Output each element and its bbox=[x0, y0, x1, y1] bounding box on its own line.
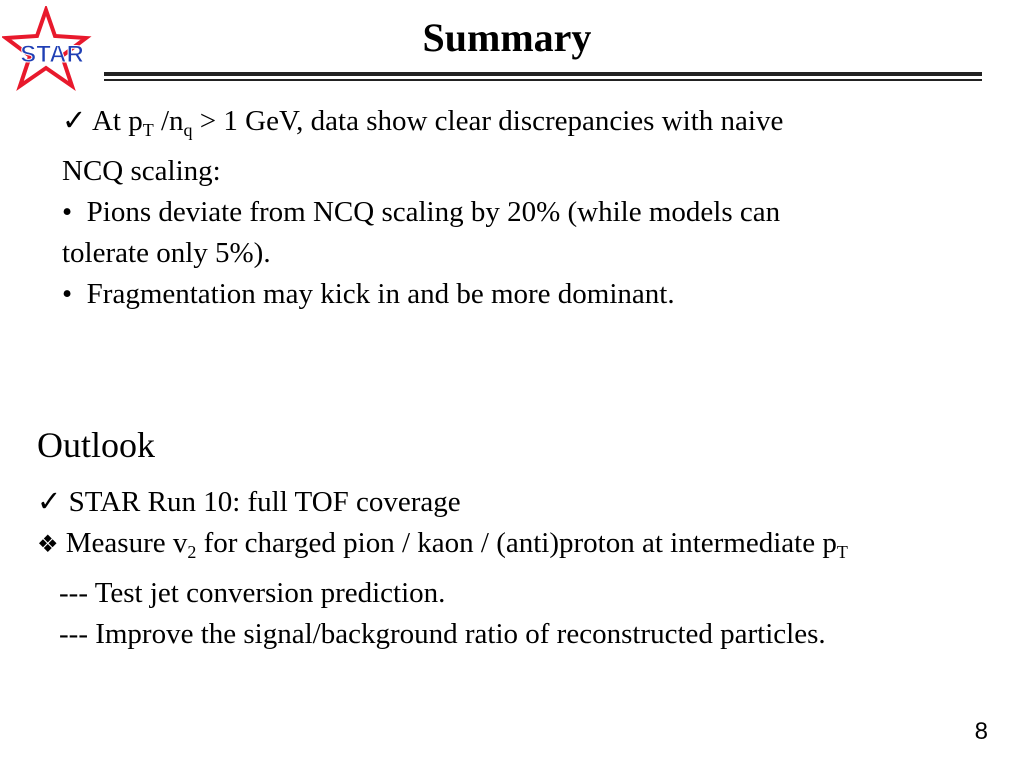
diamond-bullet-icon: ❖ bbox=[37, 532, 59, 558]
summary-block: ✓ At pT /nq > 1 GeV, data show clear dis… bbox=[62, 101, 783, 315]
star-logo-text: STAR bbox=[20, 41, 84, 68]
star-logo-star-icon bbox=[0, 3, 92, 92]
title-divider-thin bbox=[104, 79, 982, 81]
check-icon: ✓ bbox=[62, 105, 87, 137]
title-divider-thick bbox=[104, 72, 982, 76]
summary-line-2: NCQ scaling: bbox=[62, 155, 221, 187]
summary-bullet-1: • Pions deviate from NCQ scaling by 20% … bbox=[62, 196, 781, 228]
summary-bullet-1-cont: tolerate only 5%). bbox=[62, 237, 271, 269]
page-number: 8 bbox=[974, 718, 988, 745]
check-icon: ✓ bbox=[37, 486, 62, 518]
outlook-heading: Outlook bbox=[37, 425, 156, 465]
bullet-icon: • bbox=[62, 196, 73, 228]
summary-line-1: ✓ At pT /nq > 1 GeV, data show clear dis… bbox=[62, 105, 784, 140]
star-logo: STAR bbox=[0, 3, 102, 92]
outlook-subitem-2: --- Improve the signal/background ratio … bbox=[59, 618, 826, 650]
outlook-item-2: ❖ Measure v2 for charged pion / kaon / (… bbox=[37, 527, 848, 562]
outlook-subitem-1: --- Test jet conversion prediction. bbox=[59, 577, 446, 609]
summary-bullet-2: • Fragmentation may kick in and be more … bbox=[62, 278, 675, 310]
page-title: Summary bbox=[422, 15, 592, 60]
outlook-item-1: ✓ STAR Run 10: full TOF coverage bbox=[37, 486, 461, 518]
outlook-block: ✓ STAR Run 10: full TOF coverage ❖ Measu… bbox=[37, 482, 848, 655]
bullet-icon: • bbox=[62, 278, 73, 310]
